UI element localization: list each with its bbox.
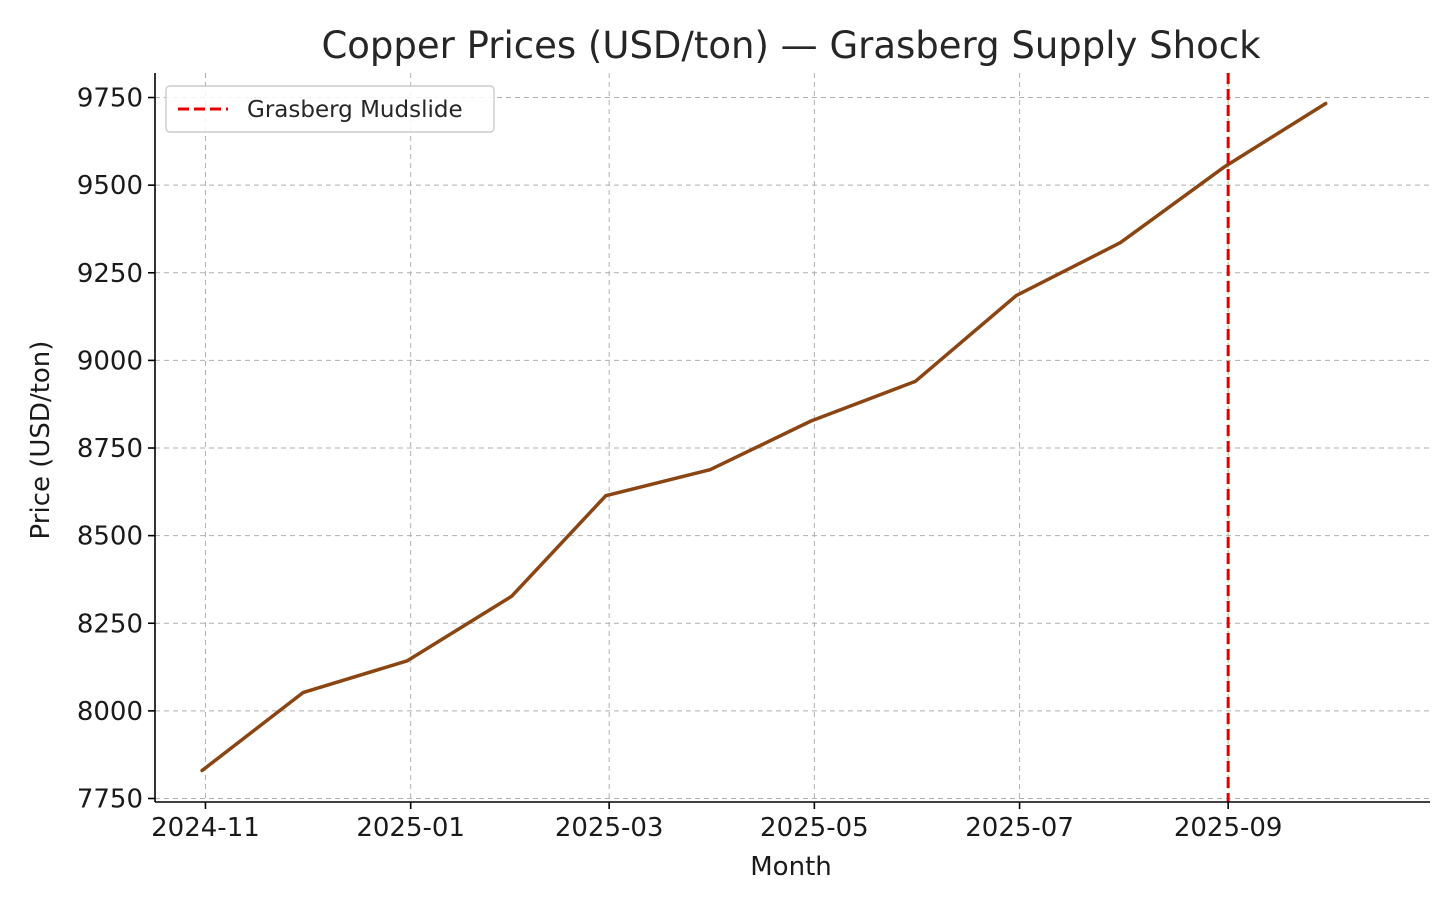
axes: 7750 8000 8250 8500 8750 9000 9250 9500 9750 2024… — [77, 73, 1430, 843]
y-tick-label: 8500 — [77, 522, 143, 552]
y-tick-label: 9750 — [77, 84, 143, 114]
x-axis-title: Month — [750, 852, 832, 882]
x-tick-label: 2025-07 — [965, 813, 1074, 843]
y-tick-label: 9000 — [77, 346, 143, 376]
x-tick-label: 2025-03 — [555, 813, 664, 843]
y-tick-label: 8750 — [77, 434, 143, 464]
legend-box — [165, 85, 495, 133]
x-tick-label: 2025-05 — [760, 813, 869, 843]
series-line — [200, 101, 1328, 773]
x-tick-label: 2024-11 — [151, 813, 260, 843]
x-tick-label: 2025-09 — [1174, 813, 1283, 843]
legend-label: Grasberg Mudslide — [247, 97, 463, 123]
y-tick-label: 9500 — [77, 171, 143, 201]
x-tick-label: 2025-01 — [356, 813, 465, 843]
y-tick-label: 7750 — [77, 784, 143, 814]
y-axis-title: Price (USD/ton) — [26, 341, 56, 540]
grid-lines — [155, 73, 1430, 802]
chart-title: Copper Prices (USD/ton) — Grasberg Suppl… — [321, 24, 1261, 67]
y-tick-label: 9250 — [77, 259, 143, 289]
legend: Grasberg Mudslide — [165, 85, 495, 133]
data-layer — [200, 73, 1328, 802]
y-tick-label: 8250 — [77, 609, 143, 639]
y-tick-label: 8000 — [77, 697, 143, 727]
